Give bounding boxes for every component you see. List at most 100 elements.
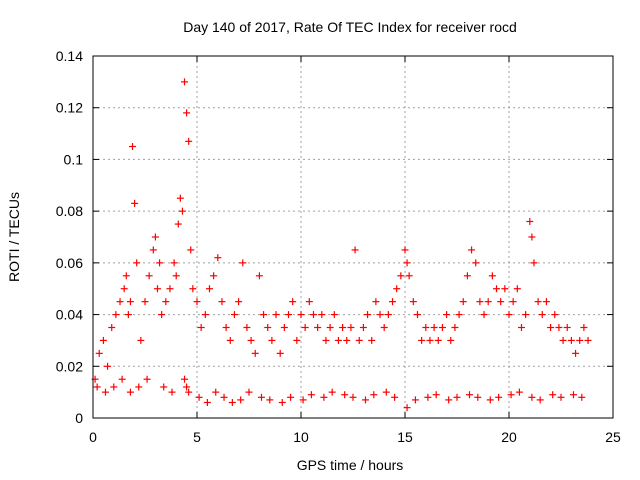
data-point [528,233,536,241]
y-tick-label: 0.08 [56,203,83,219]
data-point [468,246,476,254]
data-point [341,391,349,399]
data-point [137,336,145,344]
data-point [339,324,347,331]
data-point [542,298,550,306]
data-point [101,388,109,396]
data-point [170,259,178,267]
data-point [517,324,525,331]
data-point [463,272,471,280]
data-point [272,311,280,319]
data-point [368,336,376,344]
data-point [355,336,363,344]
y-tick-label: 0.12 [56,100,83,116]
axis-ticks: 0 5 10 15 20 25 0 0.02 0.04 0.06 0.08 0.1 0.12 0.14 [56,48,621,445]
data-point [434,336,442,344]
data-point [185,137,193,145]
data-point [162,298,170,306]
data-point [135,383,143,391]
data-point [187,246,195,254]
data-point [176,194,184,202]
data-point [563,324,571,331]
data-point [422,324,430,331]
data-point [351,246,359,254]
data-point [349,393,357,401]
y-tick-label: 0.1 [64,151,84,167]
data-point [380,324,388,331]
data-point [320,393,328,401]
data-point [403,404,411,412]
data-point [569,391,577,399]
x-tick-label: 0 [89,429,97,445]
data-point [201,311,209,319]
data-point [418,336,426,344]
data-point [334,336,342,344]
data-point [264,324,272,331]
data-point [205,285,213,293]
y-tick-label: 0 [75,410,83,426]
data-point [193,298,201,306]
data-point [309,311,317,319]
data-point [126,298,134,306]
data-point [430,324,438,331]
data-point [486,396,494,404]
data-point [401,246,409,254]
data-point [197,324,205,331]
chart-title: Day 140 of 2017, Rate Of TEC Index for r… [183,19,517,35]
data-point [528,393,536,401]
data-point [122,272,130,280]
data-point [255,272,263,280]
data-point [235,298,243,306]
data-point [297,311,305,319]
data-point [559,336,567,344]
x-tick-label: 20 [501,429,517,445]
data-point [576,336,584,344]
data-point [218,298,226,306]
data-point [474,393,482,401]
data-point [181,375,189,383]
data-point [133,259,141,267]
plot-frame [92,55,614,419]
data-point [116,298,124,306]
data-point [293,336,301,344]
data-point [476,298,484,306]
data-point [129,143,137,150]
data-point [183,109,191,117]
data-point [141,298,149,306]
data-point [326,324,334,331]
data-point [472,259,480,267]
data-point [405,272,413,280]
data-point [343,336,351,344]
data-point [131,199,139,207]
x-tick-label: 15 [397,429,413,445]
data-point [488,272,496,280]
data-point [549,391,557,399]
data-point [445,396,453,404]
data-point [382,388,390,396]
data-point [243,324,251,331]
data-point [397,272,405,280]
data-point [443,311,451,319]
data-point [149,246,157,254]
data-point [432,391,440,399]
data-point [557,393,565,401]
data-point [555,324,563,331]
data-point [536,396,544,404]
data-point [195,393,203,401]
data-point [372,298,380,306]
y-tick-label: 0.02 [56,358,83,374]
data-point [322,336,330,344]
x-tick-label: 25 [605,429,621,445]
data-point [245,388,253,396]
data-point [299,396,307,404]
data-points [91,78,592,412]
data-point [230,311,238,319]
data-point [118,375,126,383]
data-point [307,391,315,399]
data-point [513,285,521,293]
data-point [251,349,259,357]
data-point [509,298,517,306]
data-point [104,362,112,370]
data-point [393,285,401,293]
